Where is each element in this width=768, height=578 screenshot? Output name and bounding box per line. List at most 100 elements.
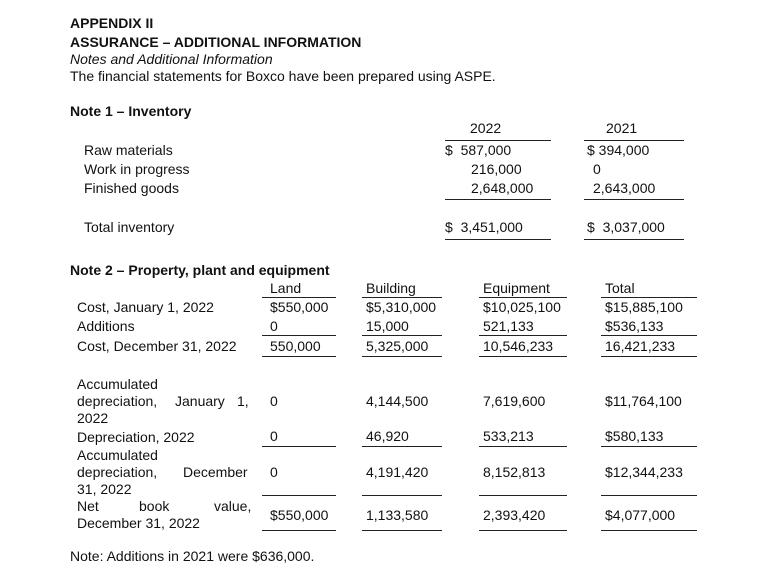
nbv-word: Net: [77, 498, 99, 514]
dep-rule-building: [362, 446, 442, 447]
dep-rule-equipment: [479, 446, 567, 447]
accum-open-word: January: [175, 393, 225, 409]
subtotal-rule-building: [362, 335, 442, 336]
ppe-building: $5,310,000: [366, 299, 437, 315]
inventory-row-label: Finished goods: [84, 180, 179, 196]
accum-rule-equipment: [479, 495, 567, 496]
accum-open-label-line1: Accumulated: [77, 376, 158, 392]
nbv-equipment: 2,393,420: [483, 507, 546, 523]
accum-open-word: 1,: [237, 393, 249, 409]
note1-title: Note 1 – Inventory: [70, 103, 192, 119]
accum-open-building: 4,144,500: [366, 393, 429, 409]
dep2022-equipment: 533,213: [483, 428, 534, 444]
ppe-building: 15,000: [366, 318, 409, 334]
dep2022-total: $580,133: [605, 428, 664, 444]
accum-close-word: December: [183, 464, 248, 480]
ppe-row-label: Cost, December 31, 2022: [77, 338, 237, 354]
dep-rule-total: [601, 446, 697, 447]
ppe-total: $536,133: [605, 318, 664, 334]
accum-open-word: depreciation,: [77, 393, 158, 409]
cost-rule-total: [601, 356, 697, 357]
dep2022-land: 0: [270, 428, 278, 444]
ppe-land: 550,000: [270, 338, 321, 354]
cost-rule-building: [362, 356, 442, 357]
accum-close-equipment: 8,152,813: [483, 464, 546, 480]
inventory-value-2021: 0: [593, 161, 601, 177]
nbv-word: value,: [214, 498, 252, 514]
note1-col-2022: 2022: [470, 120, 502, 136]
accum-close-label-line3: 31, 2022: [77, 481, 132, 497]
cost-rule-equipment: [479, 356, 567, 357]
footnote: Note: Additions in 2021 were $636,000.: [70, 548, 315, 564]
nbv-total: $4,077,000: [605, 507, 676, 523]
nbv-label-line2: December 31, 2022: [77, 515, 200, 531]
note1-subtotal-rule-2022: [445, 199, 551, 200]
cost-rule-land: [262, 356, 336, 357]
section-title: ASSURANCE – ADDITIONAL INFORMATION: [70, 34, 362, 50]
inventory-value-2021: 2,643,000: [593, 180, 656, 196]
nbv-word: book: [139, 498, 170, 514]
nbv-land: $550,000: [270, 507, 329, 523]
header-rule-total: [601, 297, 697, 298]
accum-close-label-line1: Accumulated: [77, 447, 158, 463]
col-land: Land: [270, 280, 302, 296]
note1-header-rule-2022: [445, 140, 551, 141]
ppe-row-label: Cost, January 1, 2022: [77, 299, 214, 315]
total-inventory-2021: $ 3,037,000: [587, 219, 665, 235]
ppe-land: 0: [270, 318, 278, 334]
inventory-row-label: Work in progress: [84, 161, 190, 177]
ppe-total: $15,885,100: [605, 299, 683, 315]
header-rule-land: [262, 297, 336, 298]
ppe-equipment: $10,025,100: [483, 299, 561, 315]
inventory-value-2022: 216,000: [471, 161, 522, 177]
ppe-equipment: 521,133: [483, 318, 534, 334]
nbv-building: 1,133,580: [366, 507, 429, 523]
subtotal-rule-land: [262, 335, 336, 336]
accum-close-total: $12,344,233: [605, 464, 683, 480]
section-subtitle: Notes and Additional Information: [70, 51, 273, 67]
inventory-value-2022: 2,648,000: [471, 180, 534, 196]
dep2022-label: Depreciation, 2022: [77, 429, 195, 445]
accum-rule-total: [601, 495, 697, 496]
ppe-row-label: Additions: [77, 318, 135, 334]
col-building: Building: [366, 280, 416, 296]
ppe-total: 16,421,233: [605, 338, 676, 354]
accum-rule-land: [262, 495, 336, 496]
accum-close-land: 0: [270, 464, 278, 480]
nbv-rule-total: [601, 530, 697, 531]
note1-total-rule-2022: [445, 239, 551, 240]
nbv-rule-equipment: [479, 530, 567, 531]
ppe-land: $550,000: [270, 299, 329, 315]
accum-rule-building: [362, 495, 442, 496]
appendix-label: APPENDIX II: [70, 15, 154, 31]
accum-open-land: 0: [270, 393, 278, 409]
accum-close-building: 4,191,420: [366, 464, 429, 480]
nbv-rule-land: [262, 530, 336, 531]
accum-open-equipment: 7,619,600: [483, 393, 546, 409]
accum-open-total: $11,764,100: [605, 393, 682, 409]
note1-subtotal-rule-2021: [584, 199, 684, 200]
dep-rule-land: [262, 446, 336, 447]
subtotal-rule-equipment: [479, 335, 567, 336]
total-inventory-label: Total inventory: [84, 219, 175, 235]
accum-close-word: depreciation,: [77, 464, 158, 480]
col-total: Total: [605, 280, 635, 296]
ppe-building: 5,325,000: [366, 338, 429, 354]
subtotal-rule-total: [601, 335, 697, 336]
nbv-rule-building: [362, 530, 442, 531]
note1-header-rule-2021: [584, 140, 684, 141]
ppe-equipment: 10,546,233: [483, 338, 554, 354]
accum-open-label-line3: 2022: [77, 410, 109, 426]
note2-title: Note 2 – Property, plant and equipment: [70, 262, 330, 278]
note1-total-rule-2021: [584, 239, 684, 240]
inventory-row-label: Raw materials: [84, 142, 173, 158]
inventory-value-2021: $ 394,000: [587, 142, 650, 158]
dep2022-building: 46,920: [366, 428, 409, 444]
note1-col-2021: 2021: [606, 120, 638, 136]
col-equipment: Equipment: [483, 280, 550, 296]
header-rule-building: [362, 297, 442, 298]
header-rule-equipment: [479, 297, 567, 298]
inventory-value-2022: $ 587,000: [445, 142, 512, 158]
intro-text: The financial statements for Boxco have …: [70, 68, 496, 84]
total-inventory-2022: $ 3,451,000: [445, 219, 523, 235]
